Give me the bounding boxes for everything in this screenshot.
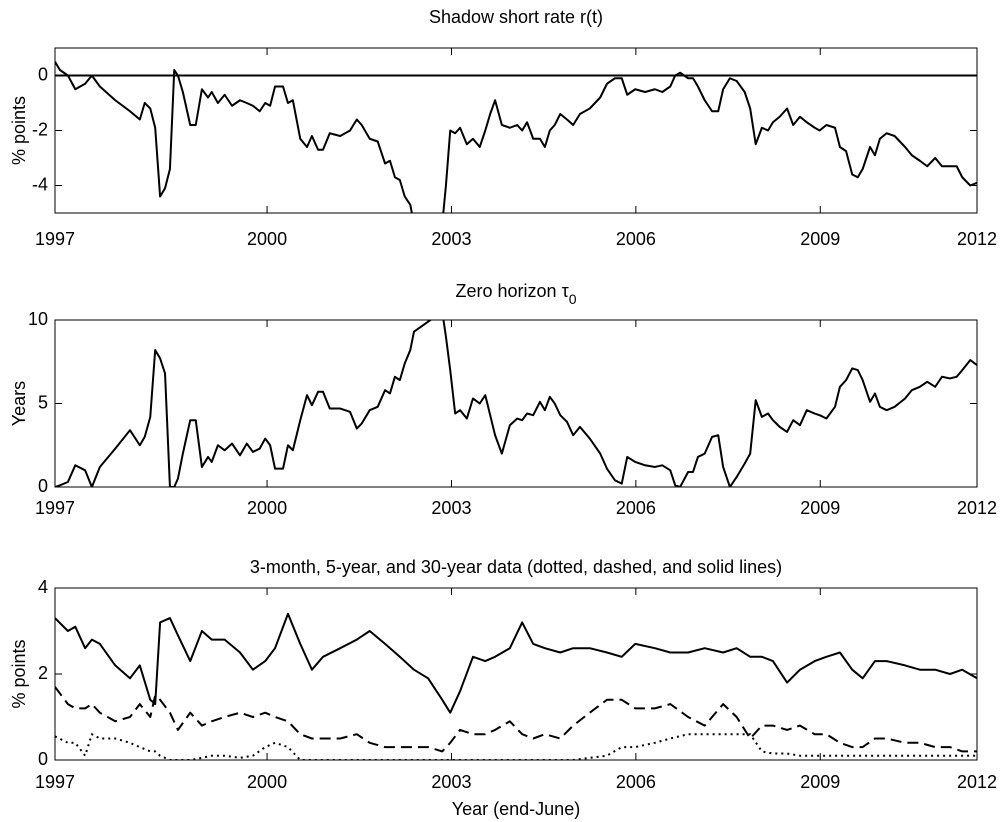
title-text: 3-month, 5-year, and 30-year data (dotte… bbox=[250, 557, 782, 577]
x-tick-label: 2000 bbox=[247, 229, 287, 249]
x-tick-label: 2003 bbox=[431, 498, 471, 518]
x-tick-label: 2012 bbox=[957, 229, 997, 249]
y-axis-label: % points bbox=[9, 639, 29, 708]
x-tick-label: 2006 bbox=[616, 498, 656, 518]
y-tick-label: 0 bbox=[38, 476, 48, 496]
x-tick-label: 2009 bbox=[800, 229, 840, 249]
chart-title: 3-month, 5-year, and 30-year data (dotte… bbox=[250, 557, 782, 577]
x-tick-label: 1997 bbox=[35, 772, 75, 792]
y-tick-label: -4 bbox=[32, 174, 48, 194]
chart-title: Shadow short rate r(t) bbox=[429, 7, 603, 27]
y-tick-label: 5 bbox=[38, 392, 48, 412]
data-line bbox=[55, 686, 977, 753]
x-tick-label: 2009 bbox=[800, 498, 840, 518]
x-tick-label: 2012 bbox=[957, 772, 997, 792]
data-line bbox=[55, 612, 977, 714]
x-tick-label: 2006 bbox=[616, 229, 656, 249]
axes-box bbox=[54, 587, 978, 761]
title-subscript: 0 bbox=[569, 291, 577, 307]
title-text: Shadow short rate r(t) bbox=[429, 7, 603, 27]
x-tick-label: 1997 bbox=[35, 229, 75, 249]
axes-box bbox=[54, 319, 978, 488]
x-tick-label: 2000 bbox=[247, 772, 287, 792]
chart-title: Zero horizon τ0 bbox=[456, 281, 577, 307]
y-axis-label: % points bbox=[9, 96, 29, 165]
data-line bbox=[55, 320, 977, 487]
title-text: Zero horizon τ bbox=[456, 281, 569, 301]
x-tick-label: 1997 bbox=[35, 498, 75, 518]
x-tick-label: 2003 bbox=[431, 772, 471, 792]
y-axis-label: Years bbox=[9, 381, 29, 426]
y-tick-label: 4 bbox=[38, 577, 48, 597]
y-tick-label: -2 bbox=[32, 119, 48, 139]
x-tick-label: 2003 bbox=[431, 229, 471, 249]
x-tick-label: 2009 bbox=[800, 772, 840, 792]
x-tick-label: 2006 bbox=[616, 772, 656, 792]
x-tick-label: 2012 bbox=[957, 498, 997, 518]
y-tick-label: 0 bbox=[38, 749, 48, 769]
data-line bbox=[55, 733, 977, 760]
y-tick-label: 2 bbox=[38, 663, 48, 683]
data-line bbox=[55, 61, 977, 213]
y-tick-label: 0 bbox=[38, 64, 48, 84]
x-tick-label: 2000 bbox=[247, 498, 287, 518]
y-tick-label: 10 bbox=[28, 309, 48, 329]
axes-box bbox=[54, 47, 978, 214]
x-axis-label: Year (end-June) bbox=[452, 799, 580, 819]
